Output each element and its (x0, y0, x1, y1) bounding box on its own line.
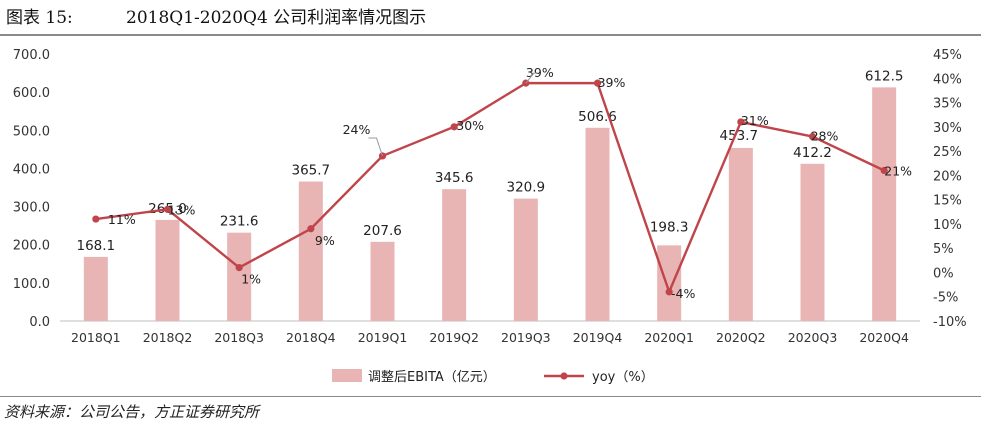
bar (370, 241, 395, 321)
right-tick-label: 15% (933, 194, 962, 209)
yoy-point (880, 166, 888, 175)
right-tick-label: 10% (933, 218, 962, 233)
bar (872, 87, 897, 321)
bar (298, 181, 323, 321)
yoy-point (235, 264, 243, 272)
x-tick-label: 2020Q1 (644, 330, 694, 345)
x-tick-label: 2018Q2 (143, 330, 193, 345)
x-tick-label: 2018Q3 (214, 330, 264, 345)
yoy-point (808, 132, 817, 141)
legend: 调整后EBITA（亿元） yoy（%） (332, 369, 654, 385)
bar-value-label: 198.3 (650, 219, 689, 235)
x-tick-label: 2019Q2 (429, 330, 479, 345)
label-leader-line (368, 137, 383, 157)
yoy-value-label: 9% (315, 233, 335, 248)
bar-series (83, 87, 897, 322)
figure-title: 图表 15: 2018Q1-2020Q4 公司利润率情况图示 (6, 4, 426, 32)
yoy-value-label: 24% (343, 122, 371, 137)
yoy-value-label: -4% (671, 286, 695, 301)
x-tick-label: 2019Q3 (501, 330, 551, 345)
yoy-point (737, 118, 745, 126)
yoy-value-label: 21% (884, 164, 912, 179)
right-axis-ticks: -10% -5% 0% 5% 10% 15% 20% 25% 30% 35% 40% 45% (933, 48, 967, 330)
right-tick-label: 20% (933, 169, 962, 184)
yoy-point (378, 152, 387, 160)
bar-value-label: 453.7 (720, 128, 759, 144)
x-tick-label: 2018Q4 (286, 330, 336, 345)
yoy-value-label: 39% (598, 75, 626, 90)
yoy-value-label: 11% (108, 212, 136, 227)
bar (227, 232, 252, 321)
left-tick-label: 300.0 (13, 201, 50, 216)
yoy-point (593, 79, 602, 87)
x-tick-label: 2020Q3 (788, 330, 838, 345)
left-tick-label: 700.0 (13, 48, 50, 63)
bar-value-label: 231.6 (220, 214, 259, 230)
yoy-point (450, 123, 458, 131)
right-tick-label: 25% (933, 145, 962, 160)
yoy-point (307, 225, 315, 233)
bar (155, 219, 180, 321)
left-tick-label: 200.0 (13, 239, 50, 254)
bar-data-labels: 168.1265.0231.6365.7207.6345.6320.9506.6… (77, 68, 904, 254)
right-tick-label: 5% (933, 242, 954, 257)
right-tick-label: 45% (933, 48, 962, 63)
right-tick-label: 0% (933, 266, 954, 281)
right-tick-label: 30% (933, 121, 962, 136)
top-rule (0, 34, 981, 36)
bar (728, 147, 753, 321)
yoy-value-label: 1% (241, 272, 261, 287)
bar-value-label: 612.5 (865, 68, 904, 84)
x-tick-label: 2020Q2 (716, 330, 766, 345)
bottom-rule (0, 396, 981, 397)
right-tick-label: -10% (933, 315, 967, 330)
yoy-point (163, 205, 172, 213)
bar-value-label: 412.2 (793, 145, 832, 161)
figure-title-text: 2018Q1-2020Q4 公司利润率情况图示 (126, 8, 427, 28)
line-series (92, 79, 888, 296)
x-axis-ticks: 2018Q1 2018Q2 2018Q3 2018Q4 2019Q1 2019Q2 2019… (71, 330, 909, 345)
legend-line-marker (560, 372, 568, 380)
bar-value-label: 365.7 (292, 163, 331, 179)
yoy-line (95, 81, 885, 294)
left-tick-label: 0.0 (29, 315, 50, 330)
x-tick-label: 2019Q4 (573, 330, 623, 345)
x-tick-label: 2019Q1 (358, 330, 408, 345)
line-data-labels: 11% 13% 1% 9% 24% 30% 39% 39% -4% 31% 28% 21% (108, 65, 912, 301)
legend-line-label: yoy（%） (592, 370, 654, 385)
bar-value-label: 207.6 (363, 223, 402, 239)
right-tick-label: 35% (933, 97, 962, 112)
bar (442, 189, 467, 321)
yoy-point (665, 288, 673, 296)
bar (513, 198, 538, 321)
bar (585, 127, 610, 322)
bar (83, 256, 108, 321)
label-leader-line (525, 72, 538, 84)
left-axis-ticks: 0.0 100.0 200.0 300.0 400.0 500.0 600.0 700.0 (13, 48, 50, 330)
x-tick-label: 2020Q4 (859, 330, 909, 345)
yoy-value-label: 39% (526, 65, 554, 80)
yoy-value-label: 30% (456, 118, 484, 133)
bar-value-label: 320.9 (507, 180, 546, 196)
left-tick-label: 400.0 (13, 162, 50, 177)
figure-number: 图表 15: (6, 8, 73, 28)
x-tick-label: 2018Q1 (71, 330, 121, 345)
yoy-point (92, 215, 100, 223)
bar (657, 245, 682, 321)
left-tick-label: 600.0 (13, 86, 50, 101)
yoy-value-label: 31% (741, 113, 769, 128)
right-tick-label: 40% (933, 72, 962, 87)
left-tick-label: 500.0 (13, 124, 50, 139)
right-tick-label: -5% (933, 291, 958, 306)
bar-value-label: 168.1 (77, 238, 116, 254)
left-tick-label: 100.0 (13, 277, 50, 292)
legend-bar-swatch (332, 369, 362, 382)
bar-value-label: 345.6 (435, 170, 474, 186)
chart: 168.1265.0231.6365.7207.6345.6320.9506.6… (13, 48, 967, 385)
bar (800, 163, 825, 321)
source-note: 资料来源：公司公告，方正证券研究所 (4, 403, 260, 421)
legend-bar-label: 调整后EBITA（亿元） (368, 370, 496, 385)
yoy-value-label: 13% (168, 202, 196, 217)
yoy-value-label: 28% (811, 129, 839, 144)
